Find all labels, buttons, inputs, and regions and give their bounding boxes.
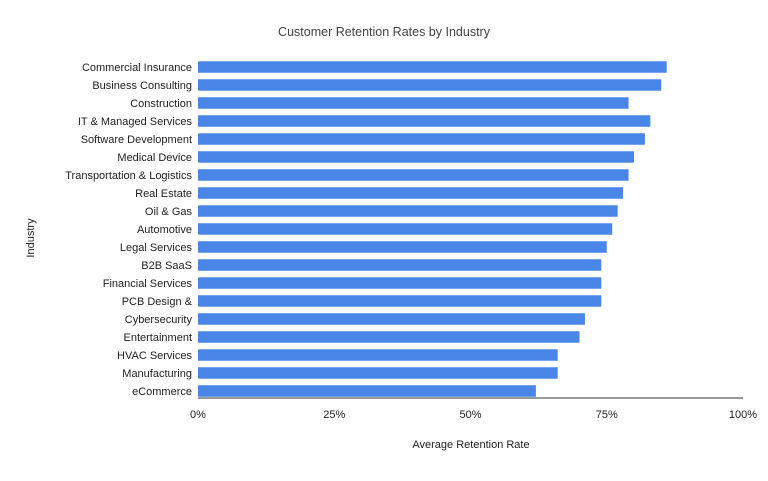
bar: [198, 295, 602, 307]
x-tick-label: 0%: [190, 409, 206, 421]
category-label: Commercial Insurance: [82, 62, 192, 74]
category-label: Real Estate: [135, 188, 192, 200]
category-label: Manufacturing: [122, 368, 192, 380]
category-label: Oil & Gas: [145, 206, 193, 218]
bar: [198, 169, 629, 181]
bar: [198, 241, 607, 253]
y-axis-label: Industry: [25, 218, 37, 258]
category-labels-layer: Commercial Insurance Business Consulting C…: [65, 62, 192, 398]
bar: [198, 349, 558, 361]
category-label: Software Development: [81, 134, 192, 146]
category-label: HVAC Services: [117, 350, 192, 362]
bar: [198, 313, 585, 325]
chart-title: Customer Retention Rates by Industry: [278, 25, 491, 39]
x-tick-label: 25%: [323, 409, 345, 421]
category-label: Cybersecurity: [125, 314, 193, 326]
x-tick-label: 75%: [596, 409, 618, 421]
bar: [198, 79, 662, 91]
x-tick-labels-layer: 0% 25% 50% 75% 100%: [190, 409, 757, 421]
x-tick-label: 50%: [459, 409, 481, 421]
category-label: eCommerce: [132, 386, 192, 398]
bar: [198, 331, 580, 343]
category-label: Financial Services: [103, 278, 193, 290]
category-label: B2B SaaS: [141, 260, 192, 272]
category-label: IT & Managed Services: [78, 116, 193, 128]
bar: [198, 277, 602, 289]
bar: [198, 61, 667, 73]
category-label: Entertainment: [124, 332, 192, 344]
category-label: Construction: [130, 98, 192, 110]
bar: [198, 187, 624, 199]
bar: [198, 223, 613, 235]
bar: [198, 385, 536, 397]
bar: [198, 133, 645, 145]
category-label: Medical Device: [117, 152, 192, 164]
x-tick-label: 100%: [729, 409, 757, 421]
category-label: Legal Services: [120, 242, 193, 254]
x-axis-label: Average Retention Rate: [412, 439, 529, 451]
bars-layer: [198, 61, 667, 397]
category-label: PCB Design &: [122, 296, 193, 308]
bar: [198, 151, 634, 163]
category-label: Transportation & Logistics: [65, 170, 192, 182]
bar: [198, 115, 651, 127]
bar: [198, 259, 602, 271]
bar: [198, 205, 618, 217]
bar: [198, 367, 558, 379]
category-label: Automotive: [137, 224, 192, 236]
bar: [198, 97, 629, 109]
category-label: Business Consulting: [92, 80, 192, 92]
